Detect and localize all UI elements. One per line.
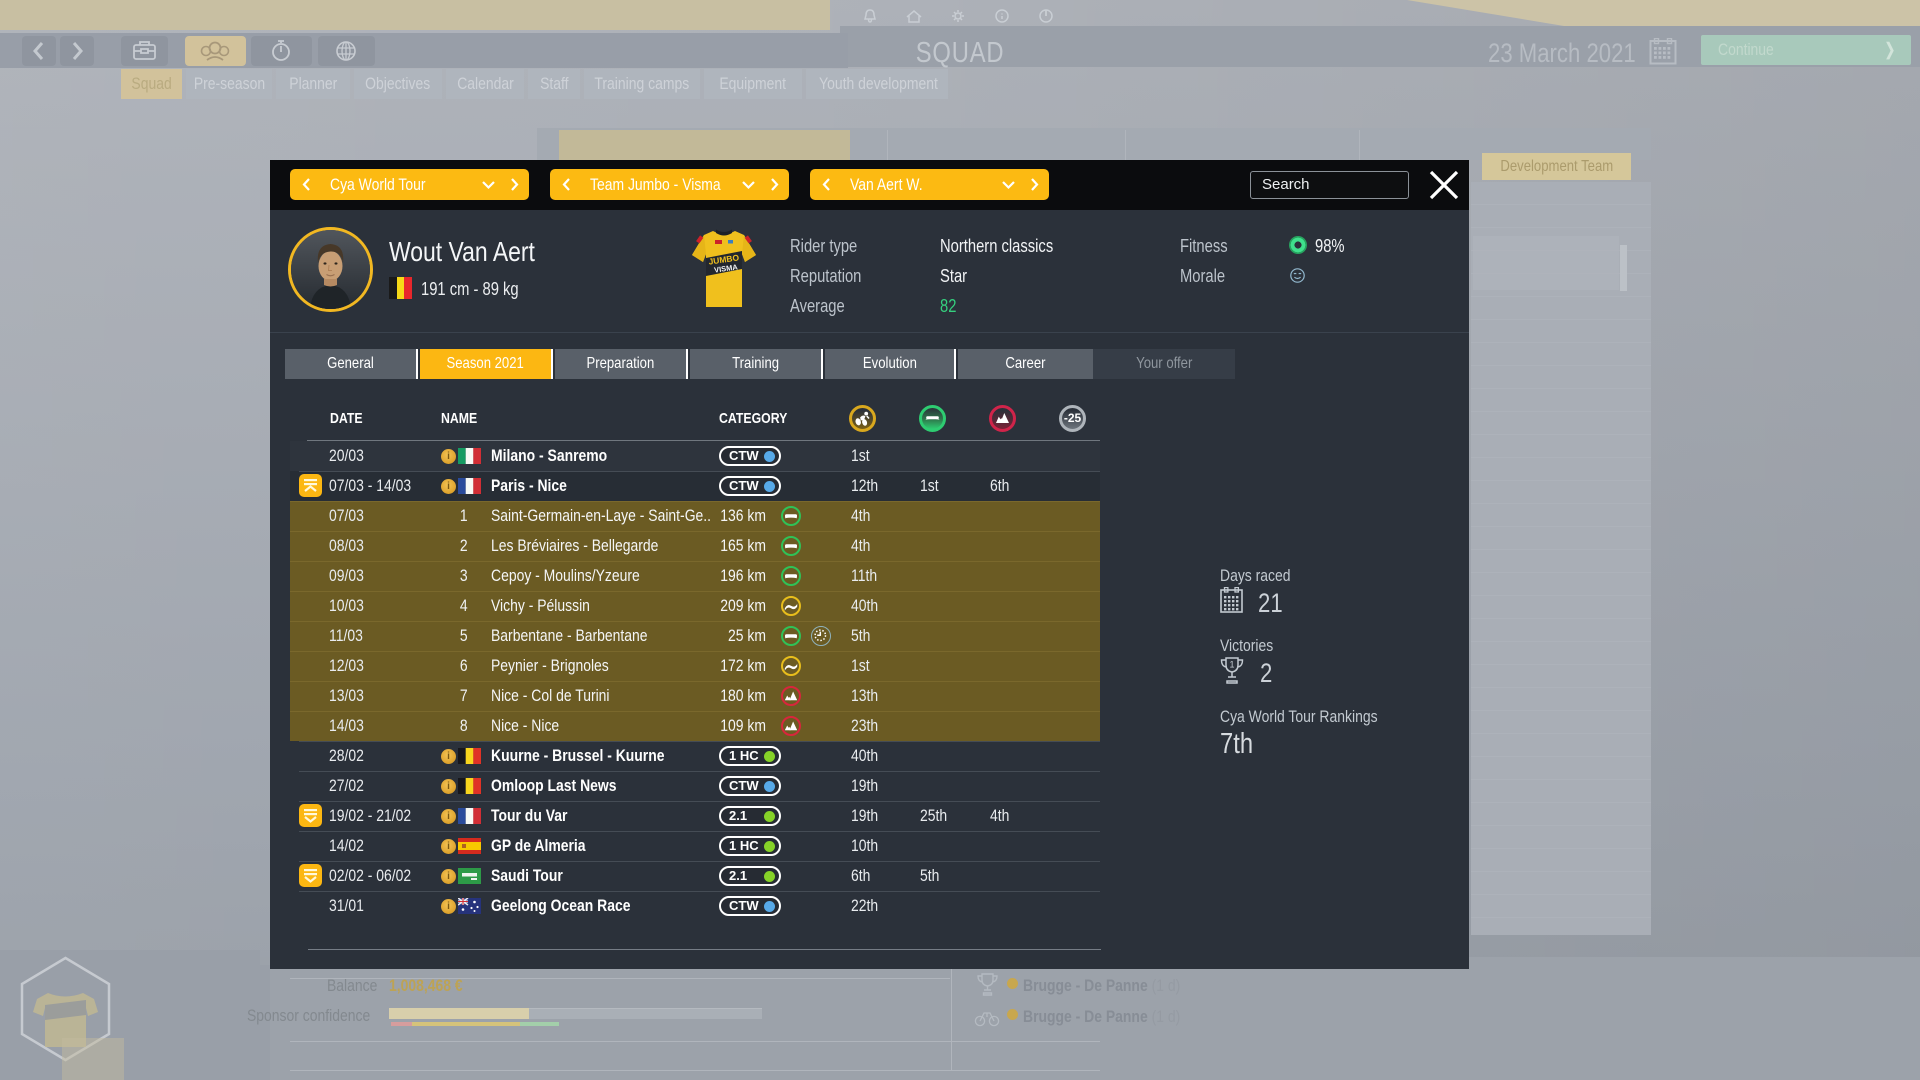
svg-text:JUMBO: JUMBO — [708, 252, 740, 266]
svg-text:VISMA: VISMA — [714, 262, 739, 274]
svg-text:1: 1 — [1229, 660, 1234, 670]
